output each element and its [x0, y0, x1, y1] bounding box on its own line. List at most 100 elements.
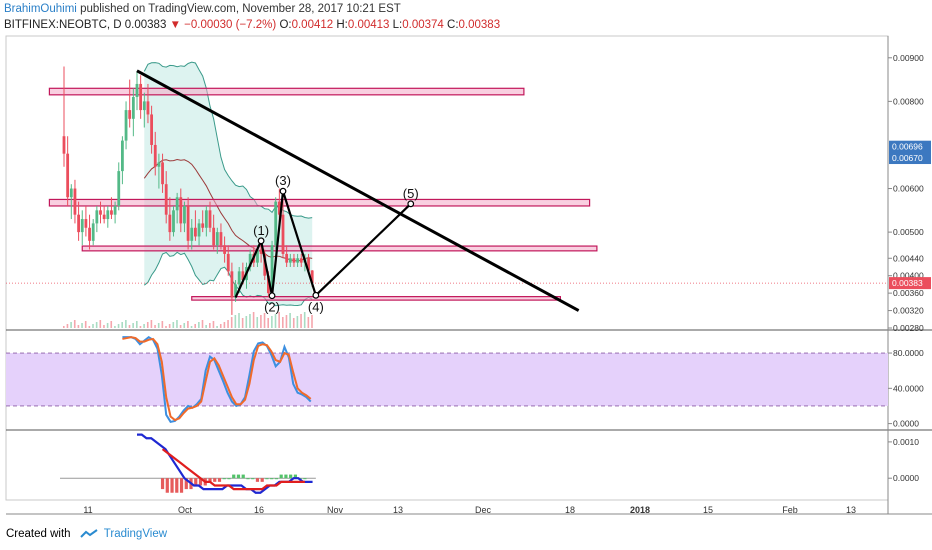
high-label: H: [336, 19, 348, 31]
x-tick-label: Dec [475, 505, 492, 515]
candle-body [281, 214, 285, 254]
macd-histogram-bar [284, 474, 288, 479]
y-tick-label: 0.00440 [893, 253, 924, 263]
low-label: L: [392, 19, 403, 31]
volume-bar [121, 322, 123, 328]
candle-body [139, 83, 143, 111]
volume-bar [103, 325, 105, 328]
volume-bar [282, 317, 284, 328]
volume-bar [154, 325, 156, 328]
trend-line [136, 69, 580, 312]
macd-histogram-bar [194, 478, 198, 486]
volume-bar [205, 325, 207, 328]
y-tick-label: 0.00320 [893, 306, 924, 316]
candle-body [186, 205, 190, 241]
volume-bar [307, 317, 310, 328]
down-arrow-icon: ▼ [169, 19, 181, 31]
volume-bar [230, 317, 233, 328]
macd-histogram-bar [265, 478, 269, 480]
candle-body [310, 270, 314, 284]
y-tick-label: 0.00360 [893, 288, 924, 298]
candle-body [215, 232, 219, 246]
macd-histogram-bar [232, 474, 236, 479]
candle-body [285, 253, 289, 263]
price-tag [889, 152, 931, 165]
last-price: 0.00383 [124, 19, 167, 31]
volume-bar [234, 315, 237, 328]
macd-histogram-bar [289, 474, 293, 479]
candle-body [256, 249, 259, 263]
candle-body [292, 258, 296, 263]
y-tick-label: 0.00600 [893, 184, 924, 194]
close-value: 0.00383 [458, 19, 501, 31]
macd-histogram-bar [170, 478, 174, 493]
volume-bar [81, 323, 83, 328]
candle-body [183, 205, 186, 224]
volume-bar [99, 320, 102, 328]
volume-bar [209, 323, 211, 328]
volume-bar [190, 326, 193, 328]
volume-bar [194, 324, 196, 328]
candle-body [99, 210, 102, 215]
candle-body [73, 188, 77, 215]
volume-bar [216, 326, 218, 328]
volume-bar [252, 312, 255, 328]
candle-body [91, 223, 95, 241]
volume-bar [267, 318, 269, 328]
author-link[interactable]: BrahimOuhimi [4, 3, 77, 15]
candle-body [124, 110, 128, 141]
candle-body [77, 214, 80, 233]
candle-body [128, 110, 132, 119]
macd-histogram-bar [260, 478, 264, 482]
candle-body [299, 258, 303, 263]
candle-body [175, 197, 179, 211]
candle-body [102, 214, 106, 220]
volume-bar [212, 321, 215, 328]
candle-body [95, 210, 99, 224]
x-tick-label: 11 [83, 505, 92, 515]
x-tick-label: Oct [178, 505, 193, 515]
wave-point [257, 237, 265, 245]
macd-histogram-bar [175, 478, 179, 493]
candle-body [267, 275, 270, 294]
volume-bar [274, 314, 277, 328]
wave-point [279, 187, 287, 195]
x-tick-label: Feb [782, 505, 798, 515]
close-label: C: [447, 19, 459, 31]
candle-body [307, 258, 310, 271]
volume-bar [227, 320, 229, 328]
candle-body [274, 201, 278, 246]
bollinger-basis [143, 159, 313, 262]
volume-bar [125, 320, 127, 328]
candle-body [135, 83, 139, 98]
wave-path [234, 190, 412, 298]
y-tick-label: 0.00400 [893, 271, 924, 281]
volume-bar [256, 317, 259, 328]
x-tick-label: 16 [254, 505, 264, 515]
volume-bar [238, 313, 240, 328]
tradingview-brand[interactable]: TradingView [103, 528, 168, 540]
volume-bar [311, 315, 313, 328]
price-tag-label: 0.00670 [892, 153, 923, 163]
stoch-d-line [122, 336, 312, 422]
candle-body [208, 210, 212, 228]
candle-body [270, 245, 274, 294]
volume-bar [95, 322, 98, 328]
candle-body [223, 245, 226, 254]
volume-bar [249, 314, 251, 328]
volume-bar [136, 321, 138, 328]
macd-histogram-bar [251, 478, 255, 480]
candle-body [121, 140, 124, 172]
candle-body [201, 223, 205, 228]
stoch-band [6, 353, 888, 406]
volume-bar [187, 321, 189, 328]
y-tick-label: 0.00900 [893, 53, 924, 63]
macd-histogram-bar [274, 478, 279, 480]
candle-body [226, 253, 230, 272]
price-tag [889, 140, 931, 153]
volume-bar [143, 324, 145, 328]
candle-body [219, 232, 223, 246]
y-tick-label: 0.00800 [893, 96, 924, 106]
